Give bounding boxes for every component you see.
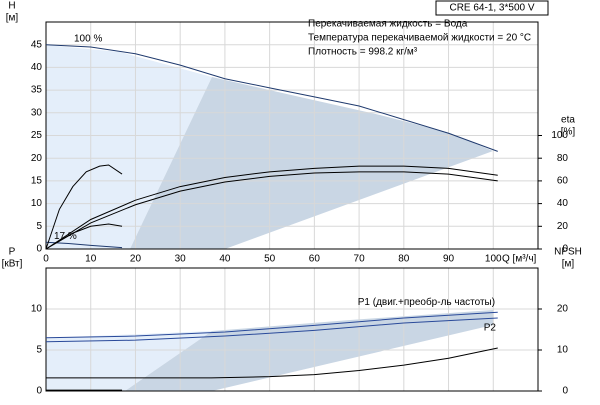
range-gray xyxy=(130,77,493,249)
curve xyxy=(46,347,498,379)
curve xyxy=(45,44,498,152)
y-tick-label: 25 xyxy=(31,130,43,141)
y-axis-label: P xyxy=(9,247,16,258)
x-tick-label: 80 xyxy=(398,254,410,265)
curve xyxy=(54,223,123,244)
y-tick-label: 30 xyxy=(31,107,43,118)
annotation: Перекачиваемая жидкость = Вода xyxy=(308,19,468,30)
y2-axis-label: eta xyxy=(561,115,575,126)
x-axis-label: Q [м³/ч] xyxy=(502,254,537,265)
x-tick-label: 50 xyxy=(264,254,276,265)
x-tick-label: 0 xyxy=(43,254,49,265)
y-tick-label: 5 xyxy=(36,221,42,232)
annotation: Плотность = 998.2 кг/м³ xyxy=(308,47,418,58)
x-tick-label: 60 xyxy=(309,254,321,265)
curve xyxy=(45,164,123,250)
x-tick-label: 10 xyxy=(85,254,97,265)
y2-tick-label: 60 xyxy=(557,176,569,187)
y2-tick-label: 0 xyxy=(562,244,568,255)
y-tick-label: 5 xyxy=(36,345,42,356)
curve xyxy=(45,317,498,343)
y-tick-label: 0 xyxy=(36,244,42,255)
curve xyxy=(45,165,498,250)
y-tick-label: 35 xyxy=(31,85,43,96)
y2-axis-label: NPSH xyxy=(554,247,582,258)
y2-tick-label: 40 xyxy=(557,198,569,209)
y2-tick-label: 20 xyxy=(557,304,569,315)
plot-frame xyxy=(45,21,539,250)
curve-label: P1 (двиг.+преобр-ль частоты) xyxy=(358,296,495,308)
curve xyxy=(45,311,498,339)
y-tick-label: 10 xyxy=(31,198,43,209)
curve-label: 100 % xyxy=(74,33,102,44)
y-tick-label: 0 xyxy=(36,386,42,397)
y2-axis-label: [%] xyxy=(561,127,576,138)
chart-title: CRE 64-1, 3*500 V xyxy=(449,3,534,14)
y-tick-label: 45 xyxy=(31,39,43,50)
y2-tick-label: 100 xyxy=(551,130,568,141)
y2-axis-label: [м] xyxy=(562,259,575,270)
range-light xyxy=(46,45,212,249)
y-tick-label: 20 xyxy=(31,153,43,164)
y-axis-label: [м] xyxy=(6,13,19,24)
y2-tick-label: 20 xyxy=(557,221,569,232)
x-tick-label: 70 xyxy=(354,254,366,265)
x-tick-label: 40 xyxy=(219,254,231,265)
y2-tick-label: 0 xyxy=(562,386,568,397)
range-light-p xyxy=(46,331,212,391)
curve-label: P2 xyxy=(484,323,497,334)
y2-tick-label: 10 xyxy=(557,345,569,356)
x-tick-label: 90 xyxy=(443,254,455,265)
y-tick-label: 10 xyxy=(31,304,43,315)
curve xyxy=(45,171,498,250)
y-tick-label: 15 xyxy=(31,176,43,187)
y2-tick-label: 80 xyxy=(557,153,569,164)
operating-range xyxy=(46,45,493,391)
x-tick-label: 100 xyxy=(485,254,502,265)
x-tick-label: 30 xyxy=(175,254,187,265)
title-box xyxy=(435,0,549,16)
y-tick-label: 40 xyxy=(31,62,43,73)
plot-frame xyxy=(45,267,539,392)
x-tick-label: 20 xyxy=(130,254,142,265)
y-axis-label: [кВт] xyxy=(2,259,23,270)
annotation: Температура перекачиваемой жидкости = 20… xyxy=(308,33,531,44)
y-axis-label: H xyxy=(8,1,15,12)
